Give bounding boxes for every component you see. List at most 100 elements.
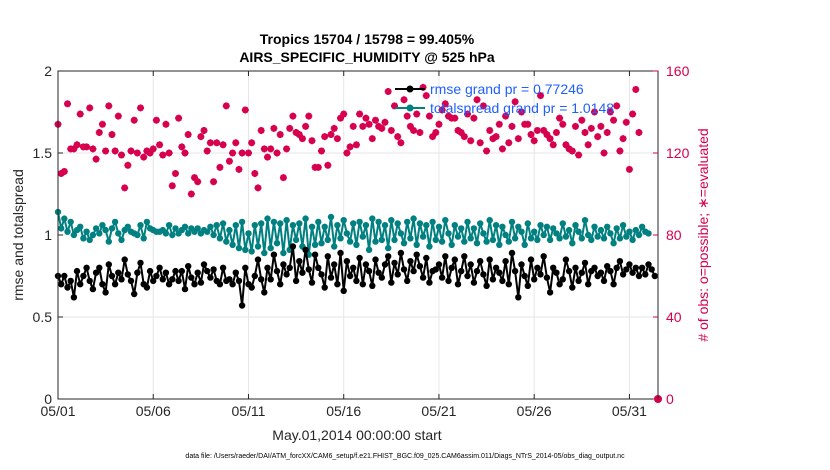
obs-evaluated-point bbox=[556, 114, 564, 122]
rmse-point bbox=[286, 264, 293, 271]
rmse-point bbox=[204, 267, 211, 275]
y2-tick-label: 0 bbox=[666, 391, 674, 407]
rmse-point bbox=[613, 264, 620, 271]
totalspread-series bbox=[54, 208, 652, 258]
totalspread-point bbox=[210, 231, 217, 239]
rmse-point bbox=[416, 263, 424, 270]
obs-evaluated-point bbox=[149, 145, 157, 153]
rmse-point bbox=[521, 272, 528, 280]
rmse-point bbox=[419, 274, 427, 281]
totalspread-point bbox=[165, 222, 173, 229]
totalspread-point bbox=[254, 243, 262, 250]
obs-evaluated-point bbox=[546, 135, 554, 143]
totalspread-point bbox=[346, 238, 354, 245]
totalspread-point bbox=[531, 228, 538, 235]
obs-evaluated-point bbox=[416, 129, 424, 136]
rmse-point bbox=[489, 276, 497, 283]
totalspread-point bbox=[397, 230, 405, 237]
rmse-point bbox=[645, 261, 652, 268]
totalspread-point bbox=[489, 236, 497, 244]
obs-evaluated-point bbox=[524, 120, 532, 128]
obs-evaluated-point bbox=[289, 112, 297, 120]
legend-rmse-marker bbox=[406, 85, 414, 93]
rmse-point bbox=[80, 272, 87, 280]
obs-evaluated-point bbox=[197, 133, 205, 141]
totalspread-point bbox=[213, 222, 220, 229]
totalspread-point bbox=[162, 230, 170, 237]
totalspread-point bbox=[464, 218, 471, 226]
totalspread-point bbox=[483, 238, 490, 245]
obs-evaluated-point bbox=[295, 131, 303, 139]
obs-evaluated-point bbox=[413, 110, 421, 118]
totalspread-point bbox=[467, 235, 474, 242]
totalspread-point bbox=[118, 236, 125, 244]
totalspread-point bbox=[331, 243, 338, 250]
totalspread-point bbox=[185, 230, 192, 237]
rmse-point bbox=[604, 263, 611, 270]
totalspread-point bbox=[226, 226, 233, 234]
obs-evaluated-point bbox=[594, 133, 602, 141]
rmse-point bbox=[102, 289, 109, 296]
rmse-point bbox=[118, 276, 125, 283]
obs-count-series bbox=[54, 83, 662, 403]
totalspread-point bbox=[251, 222, 258, 229]
rmse-point bbox=[327, 274, 335, 281]
rmse-point bbox=[99, 281, 106, 288]
rmse-point bbox=[280, 261, 287, 268]
obs-evaluated-point bbox=[83, 143, 91, 151]
obs-evaluated-point bbox=[203, 147, 211, 155]
totalspread-point bbox=[375, 218, 382, 226]
obs-evaluated-point bbox=[267, 145, 275, 153]
obs-evaluated-point bbox=[575, 151, 583, 159]
totalspread-point bbox=[270, 218, 278, 226]
obs-evaluated-point bbox=[562, 141, 570, 149]
rmse-point bbox=[153, 272, 160, 280]
totalspread-point bbox=[232, 222, 239, 229]
rmse-point bbox=[388, 279, 395, 286]
totalspread-point bbox=[616, 235, 624, 242]
totalspread-point bbox=[511, 235, 519, 242]
obs-evaluated-point bbox=[162, 120, 170, 128]
rmse-point bbox=[369, 282, 376, 289]
totalspread-point bbox=[102, 226, 109, 234]
rmse-point bbox=[600, 277, 608, 285]
totalspread-point bbox=[315, 218, 322, 226]
obs-evaluated-point bbox=[603, 129, 611, 136]
x-tick-label: 05/11 bbox=[231, 403, 265, 419]
totalspread-point bbox=[492, 222, 500, 229]
obs-evaluated-point bbox=[159, 151, 167, 159]
y2-axis-label: # of obs: o=possible; ∗=evaluated bbox=[695, 128, 711, 341]
obs-evaluated-point bbox=[397, 139, 405, 147]
totalspread-point bbox=[454, 233, 462, 240]
obs-evaluated-point bbox=[276, 131, 284, 139]
rmse-point bbox=[385, 253, 392, 260]
obs-evaluated-point bbox=[225, 157, 233, 165]
totalspread-point bbox=[324, 236, 331, 244]
obs-evaluated-point bbox=[454, 126, 462, 134]
obs-evaluated-point bbox=[200, 126, 208, 134]
obs-evaluated-point bbox=[219, 141, 227, 149]
obs-evaluated-point bbox=[432, 129, 440, 136]
totalspread-point bbox=[480, 230, 487, 237]
rmse-point bbox=[270, 251, 278, 258]
rmse-point bbox=[137, 259, 144, 267]
totalspread-point bbox=[543, 223, 551, 230]
x-tick-label: 05/01 bbox=[40, 403, 75, 419]
x-axis-label: May.01,2014 00:00:00 start bbox=[272, 427, 442, 443]
rmse-point bbox=[191, 281, 198, 288]
obs-evaluated-point bbox=[384, 88, 392, 95]
totalspread-point bbox=[553, 230, 560, 237]
rmse-point bbox=[559, 276, 566, 283]
obs-evaluated-point bbox=[498, 145, 506, 153]
legend-spread-marker bbox=[406, 104, 414, 112]
y-tick-label: 0.5 bbox=[33, 309, 53, 325]
rmse-point bbox=[499, 277, 506, 285]
obs-evaluated-point bbox=[175, 114, 183, 122]
totalspread-point bbox=[400, 240, 408, 247]
obs-evaluated-point bbox=[314, 163, 322, 171]
rmse-point bbox=[58, 281, 65, 288]
totalspread-point bbox=[337, 235, 344, 242]
rmse-point bbox=[597, 269, 605, 276]
totalspread-point bbox=[64, 228, 71, 235]
y2-tick-label: 80 bbox=[666, 227, 682, 243]
